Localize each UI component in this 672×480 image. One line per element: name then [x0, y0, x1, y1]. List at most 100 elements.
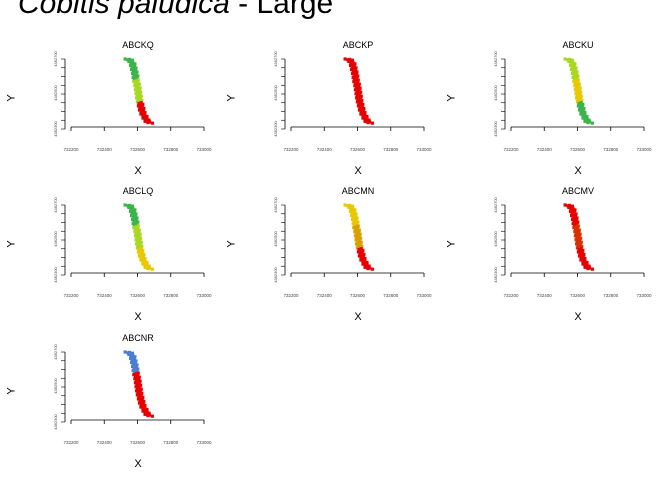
- data-point: [143, 412, 147, 416]
- data-point: [355, 100, 359, 104]
- data-point: [137, 108, 142, 112]
- data-point: [126, 351, 130, 355]
- data-point: [141, 109, 145, 113]
- data-point: [356, 237, 360, 241]
- data-point: [579, 103, 583, 107]
- data-point: [351, 217, 355, 222]
- data-point: [352, 219, 356, 223]
- data-point: [143, 119, 147, 123]
- x-tick-label: 733000: [196, 440, 212, 445]
- x-tick-label: 732800: [603, 293, 619, 298]
- data-point: [137, 375, 141, 379]
- x-tick-label: 732200: [503, 147, 519, 152]
- data-point: [574, 85, 578, 89]
- page-title: Cobitis paludica - Large: [18, 0, 333, 22]
- data-point: [576, 237, 580, 241]
- data-point: [365, 263, 369, 267]
- data-point: [137, 388, 141, 392]
- data-point: [146, 120, 150, 125]
- data-point: [580, 244, 584, 248]
- data-point: [578, 239, 582, 243]
- data-point: [571, 76, 575, 80]
- data-point: [577, 245, 582, 249]
- data-point: [569, 213, 574, 218]
- data-point: [581, 257, 585, 261]
- data-point: [136, 390, 140, 395]
- data-point: [349, 61, 353, 65]
- data-point: [141, 116, 145, 120]
- data-point: [133, 217, 137, 221]
- data-point: [585, 263, 589, 267]
- panel-abcku: 732200 732400 732600 732800 733000 4382300 438…: [440, 0, 664, 177]
- data-point: [365, 119, 369, 123]
- data-point: [129, 354, 133, 358]
- data-point: [132, 223, 137, 227]
- y-tick-label: 4382300: [53, 413, 58, 429]
- data-point: [567, 59, 571, 64]
- data-point: [141, 402, 145, 406]
- data-point: [575, 216, 579, 220]
- data-point: [133, 227, 138, 231]
- panel-plot: 732200 732400 732600 732800 733000 4382300 438…: [493, 196, 652, 298]
- data-point: [133, 230, 137, 234]
- data-point: [360, 244, 364, 248]
- data-point: [135, 239, 140, 244]
- data-point: [585, 114, 589, 119]
- panel-abckp: 732200 732400 732600 732800 733000 4382300 438…: [220, 0, 444, 177]
- data-point: [573, 84, 577, 88]
- data-point: [370, 121, 374, 125]
- data-point: [577, 84, 581, 89]
- y-axis-label: Y: [445, 94, 458, 102]
- data-point: [569, 205, 573, 209]
- data-point: [365, 265, 369, 269]
- data-point: [129, 61, 133, 65]
- data-point: [133, 84, 137, 88]
- data-point: [139, 112, 143, 116]
- data-point: [359, 90, 363, 94]
- data-point: [353, 71, 357, 75]
- data-point: [572, 213, 576, 217]
- data-point: [136, 74, 140, 78]
- data-point: [571, 209, 575, 213]
- data-point: [351, 60, 355, 64]
- data-point: [582, 252, 586, 256]
- y-axis-label: Y: [5, 240, 18, 248]
- panel-abckq: 732200 732400 732600 732800 733000 4382300 438…: [0, 0, 224, 177]
- data-point: [136, 250, 141, 254]
- data-point: [355, 83, 359, 87]
- data-point: [360, 253, 364, 257]
- panel-title-text: ABCLQ: [122, 186, 154, 196]
- data-point: [139, 103, 143, 107]
- data-point: [577, 254, 582, 258]
- x-tick-label: 732600: [130, 440, 146, 445]
- data-point: [354, 242, 359, 246]
- data-point: [577, 101, 581, 106]
- data-point: [577, 247, 581, 252]
- y-axis-label: Y: [225, 94, 238, 102]
- x-tick-label: 732200: [63, 293, 79, 298]
- data-point: [138, 379, 142, 383]
- data-point: [581, 102, 585, 106]
- data-point: [590, 121, 594, 125]
- data-point: [137, 228, 141, 232]
- data-point: [569, 59, 573, 63]
- x-tick-label: 733000: [196, 293, 212, 298]
- data-point: [127, 205, 131, 210]
- data-point: [352, 73, 356, 77]
- data-point: [581, 248, 585, 252]
- data-point: [359, 240, 363, 244]
- data-point: [577, 99, 582, 103]
- data-point: [357, 99, 362, 103]
- data-point: [572, 219, 576, 223]
- data-point: [353, 234, 358, 238]
- data-point: [361, 262, 365, 266]
- x-axis-label-text: X: [134, 311, 142, 323]
- data-point: [360, 98, 364, 102]
- data-point: [131, 369, 135, 373]
- data-point: [352, 80, 356, 84]
- data-point: [130, 211, 134, 215]
- data-point: [130, 358, 134, 362]
- data-point: [129, 360, 134, 365]
- data-point: [358, 93, 362, 97]
